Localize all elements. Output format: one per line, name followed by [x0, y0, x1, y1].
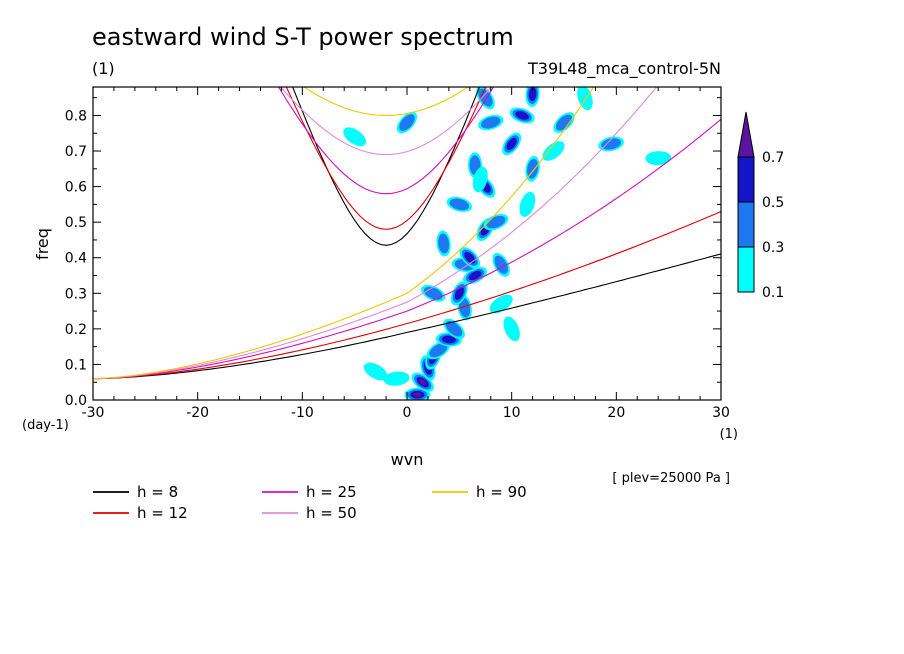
power-contour: [478, 88, 493, 107]
x-axis-label: wvn: [391, 450, 424, 469]
power-contour: [481, 116, 501, 129]
power-contour: [601, 138, 621, 150]
colorbar-swatch: [737, 111, 755, 158]
y-axis-units: (day-1): [22, 418, 69, 433]
dispersion-curve: [93, 87, 658, 380]
dispersion-curve: [303, 87, 470, 117]
level-note: [ plev=25000 Pa ]: [612, 471, 730, 486]
y-tick-label: 0.3: [65, 286, 87, 302]
x-tick-label: -30: [82, 405, 105, 421]
x-axis: -30 -20 -10 0 10 20 30: [82, 87, 730, 421]
colorbar-swatch: [737, 156, 755, 203]
y-tick-label: 0.7: [65, 144, 87, 160]
legend-label: h = 25: [306, 483, 357, 501]
power-contour: [343, 127, 367, 147]
power-spectrum-contours: [343, 87, 672, 400]
y-tick-label: 0.8: [65, 108, 87, 124]
dispersion-curve: [93, 253, 721, 380]
power-contour: [528, 87, 537, 102]
y-axis-label: freq: [33, 228, 52, 260]
x-tick-label: 10: [503, 405, 521, 421]
y-tick-label: 0.4: [65, 251, 87, 267]
dispersion-curves: [93, 87, 721, 380]
power-contour: [519, 191, 536, 217]
y-tick-label: 0.2: [65, 322, 87, 338]
y-axis: 0.0 0.1 0.2 0.3 0.4 0.5 0.6 0.7 0.8: [65, 97, 721, 409]
x-tick-label: 30: [712, 405, 730, 421]
power-contour: [383, 371, 410, 386]
power-contour: [527, 158, 539, 179]
colorbar-label: 0.3: [762, 240, 784, 256]
dispersion-curve: [292, 87, 481, 246]
colorbar-swatch: [737, 201, 755, 248]
chart-subtitle-right: T39L48_mca_control-5N: [527, 59, 721, 79]
y-tick-label: 0.5: [65, 215, 87, 231]
x-tick-label: -10: [291, 405, 314, 421]
power-contour: [441, 335, 456, 344]
dispersion-curve: [278, 87, 495, 195]
legend-label: h = 12: [137, 504, 188, 522]
power-contour: [489, 294, 513, 314]
dispersion-curve: [93, 118, 721, 380]
power-contour: [472, 166, 488, 193]
power-contour: [449, 198, 470, 211]
legend-label: h = 8: [137, 483, 178, 501]
colorbar-label: 0.7: [762, 150, 784, 166]
chart-subtitle-left: (1): [92, 59, 115, 78]
colorbar-swatch: [737, 246, 755, 293]
power-contour: [464, 251, 476, 264]
power-contour: [445, 321, 463, 337]
power-contour: [645, 151, 672, 166]
x-tick-label: 0: [403, 405, 412, 421]
power-contour: [429, 343, 448, 358]
power-contour: [419, 379, 427, 386]
colorbar-label: 0.5: [762, 195, 784, 211]
legend-label: h = 50: [306, 504, 357, 522]
legend: h = 8 h = 12 h = 25 h = 50 h = 90: [93, 483, 527, 522]
y-tick-label: 0.6: [65, 180, 87, 196]
x-axis-units: (1): [720, 427, 738, 442]
y-tick-label: 0.0: [65, 393, 87, 409]
x-tick-label: 20: [607, 405, 625, 421]
power-contour: [577, 87, 593, 111]
colorbar-label: 0.1: [762, 285, 784, 301]
dispersion-curve: [93, 210, 721, 380]
colorbar: 0.1 0.3 0.5 0.7: [737, 111, 784, 301]
power-contour: [542, 141, 565, 161]
power-contour: [503, 316, 520, 342]
dispersion-curve: [285, 87, 487, 230]
legend-label: h = 90: [476, 483, 527, 501]
dispersion-curve: [93, 87, 595, 380]
power-contour: [454, 286, 464, 300]
power-contour: [555, 114, 573, 131]
x-tick-label: -20: [186, 405, 209, 421]
power-contour: [413, 392, 422, 397]
y-tick-label: 0.1: [65, 357, 87, 373]
plot-frame: [92, 86, 722, 401]
power-contour: [363, 362, 388, 381]
power-contour: [506, 137, 517, 150]
dispersion-curve: [279, 87, 493, 156]
power-contour: [399, 114, 415, 131]
power-contour: [468, 270, 482, 281]
chart-title: eastward wind S-T power spectrum: [92, 23, 514, 51]
power-contour: [515, 111, 529, 120]
power-contour: [458, 297, 471, 318]
power-contour: [438, 233, 450, 254]
